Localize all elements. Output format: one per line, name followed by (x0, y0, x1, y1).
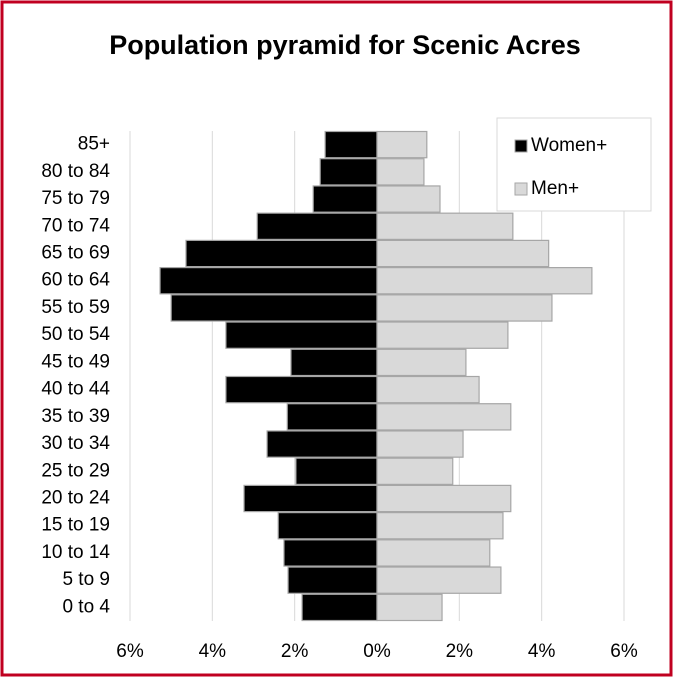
y-tick-label: 10 to 14 (41, 542, 110, 563)
bar (301, 593, 378, 622)
legend-label: Women+ (531, 135, 607, 156)
bar (376, 484, 512, 513)
bar (376, 239, 550, 268)
y-tick-label: 30 to 34 (41, 433, 110, 454)
x-tick-label: 4% (528, 641, 556, 662)
y-tick-label: 15 to 19 (41, 515, 110, 536)
y-tick-label: 50 to 54 (41, 324, 110, 345)
bar (225, 321, 378, 349)
y-tick-label: 40 to 44 (41, 379, 110, 400)
bar (286, 403, 378, 431)
legend-swatch (514, 139, 528, 153)
bar (376, 130, 428, 159)
bar (376, 321, 509, 349)
bar (243, 484, 378, 513)
y-tick-label: 80 to 84 (41, 161, 110, 182)
y-tick-label: 60 to 64 (41, 270, 110, 291)
x-tick-label: 4% (199, 641, 227, 662)
bar (256, 212, 378, 240)
legend-swatch (514, 182, 528, 196)
bar (376, 158, 425, 186)
bar (376, 593, 443, 622)
bar (376, 403, 512, 431)
bar (312, 185, 378, 213)
bar (319, 158, 378, 186)
x-tick-label: 0% (363, 641, 391, 662)
y-tick-label: 70 to 74 (41, 215, 110, 236)
x-tick-label: 2% (446, 641, 474, 662)
bar (159, 267, 378, 295)
y-tick-label: 85+ (78, 134, 110, 155)
bar (185, 239, 378, 268)
y-tick-label: 65 to 69 (41, 243, 110, 264)
bar (290, 348, 378, 377)
bar (283, 539, 378, 567)
y-tick-label: 25 to 29 (41, 460, 110, 481)
bar (376, 294, 553, 322)
bar (376, 375, 480, 404)
y-tick-label: 45 to 49 (41, 351, 110, 372)
chart-title: Population pyramid for Scenic Acres (109, 30, 581, 60)
bar (376, 348, 467, 377)
x-tick-label: 6% (610, 641, 638, 662)
bar (376, 430, 464, 458)
y-tick-label: 55 to 59 (41, 297, 110, 318)
y-tick-label: 0 to 4 (62, 596, 110, 617)
y-tick-label: 75 to 79 (41, 188, 110, 209)
bar (277, 512, 378, 540)
bar (266, 430, 378, 458)
bar (376, 457, 454, 485)
bar (376, 566, 502, 594)
bar (170, 294, 378, 322)
bar (324, 130, 378, 159)
bar (376, 539, 491, 567)
bar (376, 267, 593, 295)
bar (376, 512, 504, 540)
bar (376, 185, 441, 213)
x-tick-label: 6% (116, 641, 144, 662)
x-tick-label: 2% (281, 641, 309, 662)
bar (287, 566, 378, 594)
bar (225, 375, 378, 404)
y-tick-label: 5 to 9 (62, 569, 110, 590)
legend-label: Men+ (531, 178, 579, 199)
bar (376, 212, 514, 240)
y-tick-label: 20 to 24 (41, 488, 110, 509)
y-tick-label: 35 to 39 (41, 406, 110, 427)
bar (295, 457, 378, 485)
